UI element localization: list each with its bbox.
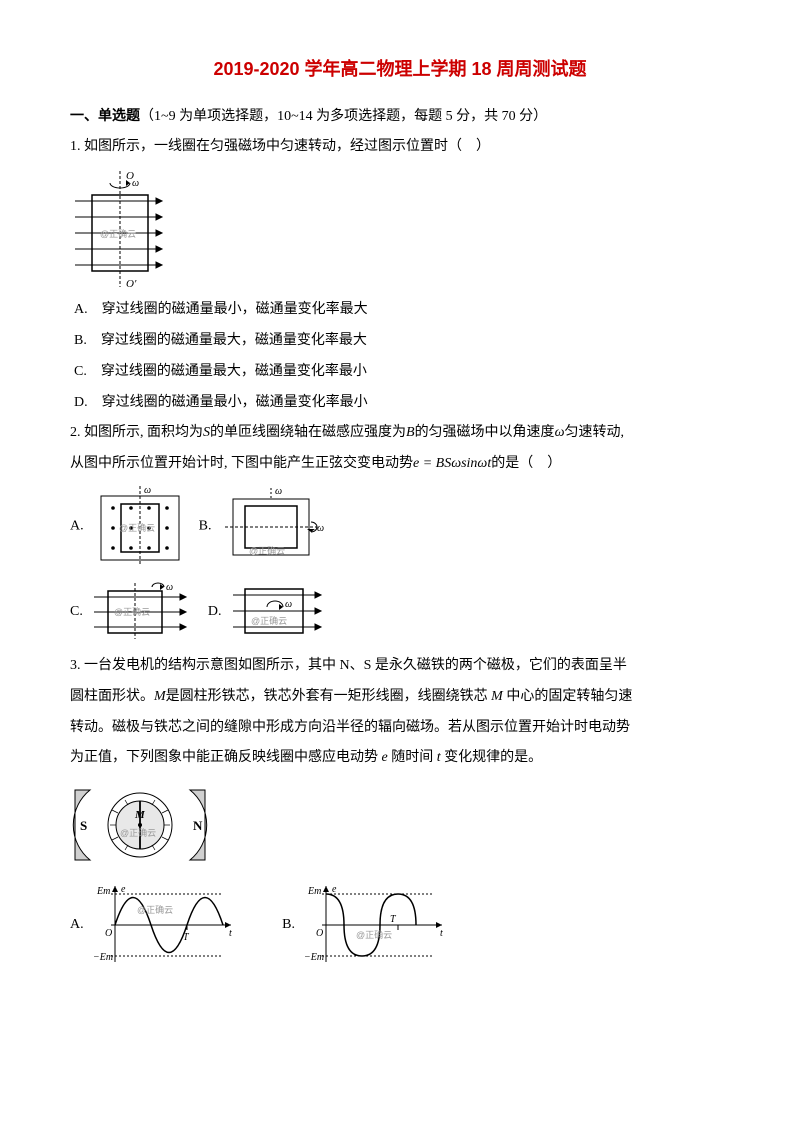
svg-text:O: O [105,928,112,939]
svg-text:ω: ω [317,523,324,534]
q2-diagram-d: ω @正确云 [229,577,329,647]
svg-text:@正确云: @正确云 [251,615,287,626]
q3-graph-a: Em −Em O e t T @正确云 [91,880,241,970]
q3-l2b: 是圆柱形铁芯，铁芯外套有一矩形线圈，线圈绕铁芯 [166,689,492,704]
svg-text:@正确云: @正确云 [249,545,285,556]
q2-label-c: C. [70,604,83,619]
svg-text:−Em: −Em [93,952,113,963]
svg-text:e: e [121,884,126,895]
q2-l1c: 的匀强磁场中以角速度 [415,425,555,440]
section-header-line: 一、单选题（1~9 为单项选择题，10~14 为多项选择题，每题 5 分，共 7… [70,102,730,133]
section-note: （1~9 为单项选择题，10~14 为多项选择题，每题 5 分，共 70 分） [140,109,547,124]
svg-text:ω: ω [275,486,282,497]
q3-graph-row: A. Em −Em O e t T @正确云 B. Em −Em O e t T… [70,876,730,974]
q3-l2c: 中心的固定转轴匀速 [503,689,633,704]
q3-line2: 圆柱面形状。M是圆柱形铁芯，铁芯外套有一矩形线圈，线圈绕铁芯 M 中心的固定转轴… [70,682,730,713]
q3-graph-b: Em −Em O e t T @正确云 [302,880,452,970]
q2-label-d: D. [208,604,222,619]
q2-line1: 2. 如图所示, 面积均为S的单匝线圈绕轴在磁感应强度为B的匀强磁场中以角速度ω… [70,418,730,449]
svg-text:e: e [332,884,337,895]
q2-diagram-c: ω @正确云 [90,577,200,647]
document-title: 2019-2020 学年高二物理上学期 18 周周测试题 [70,50,730,90]
q3-generator-diagram: S N M @正确云 [70,780,220,870]
svg-text:@正确云: @正确云 [356,929,392,940]
q2-var-b: B [406,425,415,440]
q3-l4a: 为正值，下列图象中能正确反映线圈中感应电动势 [70,750,382,765]
q1-diagram: O O′ ω @正确云 [70,169,170,289]
svg-text:S: S [80,818,87,833]
q1-opt-d: D. 穿过线圈的磁通量最小，磁通量变化率最小 [74,388,730,419]
svg-text:T: T [183,932,190,943]
q2-l1b: 的单匝线圈绕轴在磁感应强度为 [210,425,406,440]
svg-text:Em: Em [96,886,110,897]
q2-l1a: 2. 如图所示, 面积均为 [70,425,203,440]
svg-text:ω: ω [144,485,151,496]
svg-text:ω: ω [132,178,139,189]
svg-text:t: t [229,928,232,939]
svg-text:ω: ω [166,582,173,593]
q3-line4: 为正值，下列图象中能正确反映线圈中感应电动势 e 随时间 t 变化规律的是。 [70,743,730,774]
q2-line2: 从图中所示位置开始计时, 下图中能产生正弦交变电动势e = BSωsinωt的是… [70,449,730,480]
q3-line3: 转动。磁极与铁芯之间的缝隙中形成方向沿半径的辐向磁场。若从图示位置开始计时电动势 [70,713,730,744]
q1-label-oprime: O′ [126,278,137,289]
q2-var-s: S [203,425,210,440]
q2-diagrams-row2: C. ω @正确云 D. ω @正确云 [70,573,730,651]
q3-l2a: 圆柱面形状。 [70,689,154,704]
q3-l4c: 变化规律的是。 [441,750,543,765]
q1-opt-c: C. 穿过线圈的磁通量最大，磁通量变化率最小 [74,357,730,388]
svg-text:t: t [440,928,443,939]
q3-label-b: B. [282,917,295,932]
svg-text:N: N [193,818,203,833]
svg-text:ω: ω [285,599,292,610]
q2-label-a: A. [70,519,84,534]
svg-text:@正确云: @正确云 [120,827,156,838]
q1-opt-a: A. 穿过线圈的磁通量最小，磁通量变化率最大 [74,295,730,326]
svg-text:Em: Em [307,886,321,897]
q1-text: 1. 如图所示，一线圈在匀强磁场中匀速转动，经过图示位置时（ ） [70,132,730,163]
q3-m2: M [491,689,503,704]
svg-text:O: O [316,928,323,939]
q1-opt-b: B. 穿过线圈的磁通量最大，磁通量变化率最大 [74,326,730,357]
svg-text:@正确云: @正确云 [119,522,155,533]
q1-omega-arc: ω [110,178,139,189]
q3-l4b: 随时间 [388,750,437,765]
q1-watermark: @正确云 [100,228,136,239]
svg-text:@正确云: @正确云 [137,904,173,915]
q3-m1: M [154,689,166,704]
svg-text:@正确云: @正确云 [114,606,150,617]
q2-eq: e = BSωsinωt [413,456,491,471]
q2-label-b: B. [199,519,212,534]
q2-l2a: 从图中所示位置开始计时, 下图中能产生正弦交变电动势 [70,456,413,471]
q2-var-omega: ω [555,425,565,440]
svg-text:−Em: −Em [304,952,324,963]
q2-diagrams-row1: A. ω @正确云 B. ω ω @正确云 [70,480,730,573]
section-label: 一、单选题 [70,109,140,124]
q3-line1: 3. 一台发电机的结构示意图如图所示，其中 N、S 是永久磁铁的两个磁极，它们的… [70,651,730,682]
q2-diagram-b: ω ω @正确云 [219,484,329,569]
q2-l2b: 的是（ ） [491,456,561,471]
q2-l1d: 匀速转动, [564,425,624,440]
q2-diagram-a: ω @正确云 [91,484,191,569]
svg-text:T: T [390,914,397,925]
q3-label-a: A. [70,917,84,932]
svg-text:M: M [134,809,146,821]
